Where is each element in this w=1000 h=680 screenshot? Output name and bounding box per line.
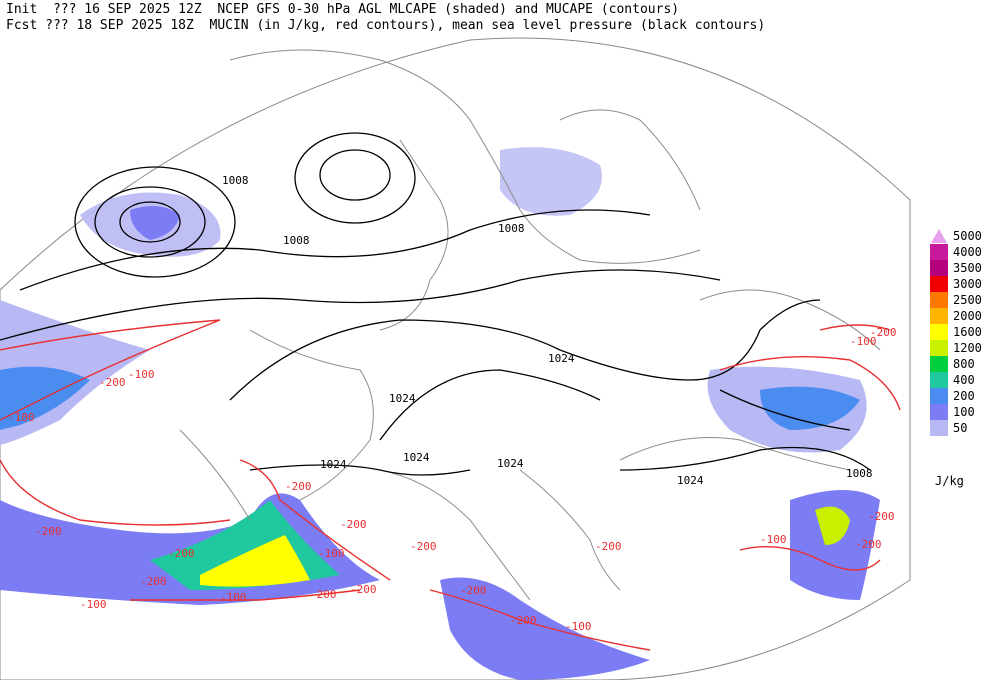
legend-swatch <box>930 308 948 324</box>
isobar-label-group: 1008 1008 1008 1024 1024 1024 1024 1024 … <box>222 174 873 487</box>
legend-row: 200 <box>930 388 1000 404</box>
legend-swatch <box>930 404 948 420</box>
cin-label: -100 <box>318 547 345 560</box>
cin-label: -200 <box>285 480 312 493</box>
legend-unit: J/kg <box>935 474 964 488</box>
cin-label: -100 <box>80 598 107 611</box>
isobar-label: 1024 <box>389 392 416 405</box>
legend-label: 2000 <box>953 309 982 323</box>
cin-label: -100 <box>760 533 787 546</box>
isobar-label: 1024 <box>403 451 430 464</box>
legend-row: 50 <box>930 420 1000 436</box>
cape-area-east-med <box>790 490 880 600</box>
legend-row: 4000 <box>930 244 1000 260</box>
legend-swatch <box>930 244 948 260</box>
legend-swatch <box>930 228 948 244</box>
isobar-label: 1008 <box>222 174 249 187</box>
legend-swatch <box>930 260 948 276</box>
cin-label: -200 <box>868 510 895 523</box>
color-legend: 5000 4000 3500 3000 2500 2000 1600 1200 … <box>930 228 1000 436</box>
header-init-line: Init ??? 16 SEP 2025 12Z NCEP GFS 0-30 h… <box>6 2 680 17</box>
cape-area-central-med <box>440 577 650 680</box>
cin-label-group: -100 -200 -100 -200 -200 -200 -100 -200 … <box>8 326 897 633</box>
cape-area-iceland-core <box>130 206 180 240</box>
cin-label: -200 <box>855 538 882 551</box>
cin-label: -200 <box>410 540 437 553</box>
legend-row: 2000 <box>930 308 1000 324</box>
legend-label: 4000 <box>953 245 982 259</box>
isobar-label: 1008 <box>846 467 873 480</box>
legend-row: 2500 <box>930 292 1000 308</box>
legend-swatch <box>930 324 948 340</box>
legend-label: 5000 <box>953 229 982 243</box>
legend-label: 2500 <box>953 293 982 307</box>
legend-row: 3000 <box>930 276 1000 292</box>
legend-row: 800 <box>930 356 1000 372</box>
legend-label: 400 <box>953 373 975 387</box>
cin-label: -100 <box>8 411 35 424</box>
cin-label: -200 <box>140 575 167 588</box>
isobar-label: 1024 <box>497 457 524 470</box>
cin-contours <box>0 319 901 651</box>
cin-label: -200 <box>99 376 126 389</box>
legend-label: 3000 <box>953 277 982 291</box>
legend-label: 100 <box>953 405 975 419</box>
legend-label: 50 <box>953 421 968 435</box>
legend-swatch <box>930 340 948 356</box>
isobars <box>0 132 871 476</box>
cape-shading <box>0 147 880 680</box>
legend-row: 400 <box>930 372 1000 388</box>
legend-swatch <box>930 388 948 404</box>
cin-label: -100 <box>128 368 155 381</box>
legend-label: 1600 <box>953 325 982 339</box>
legend-label: 200 <box>953 389 975 403</box>
cape-area-east-med-core <box>815 506 850 545</box>
legend-swatch <box>930 372 948 388</box>
cape-area-atlantic-core <box>0 366 90 430</box>
cin-label: -200 <box>168 547 195 560</box>
isobar-label: 1008 <box>283 234 310 247</box>
cin-label: -200 <box>870 326 897 339</box>
cin-label: -200 <box>460 584 487 597</box>
cin-label: -100 <box>220 591 247 604</box>
legend-label: 3500 <box>953 261 982 275</box>
cin-label: -100 <box>850 335 877 348</box>
legend-swatch <box>930 420 948 436</box>
isobar-label: 1024 <box>548 352 575 365</box>
map-header: Init ??? 16 SEP 2025 12Z NCEP GFS 0-30 h… <box>6 2 765 34</box>
header-forecast-line: Fcst ??? 18 SEP 2025 18Z MUCIN (in J/kg,… <box>6 18 766 33</box>
legend-row: 100 <box>930 404 1000 420</box>
cin-label: -200 <box>595 540 622 553</box>
cin-label: -200 <box>310 588 337 601</box>
cin-label: -200 <box>350 583 377 596</box>
cin-label: -200 <box>35 525 62 538</box>
cape-area-iberia-max <box>200 535 310 587</box>
isobar-label: 1024 <box>677 474 704 487</box>
legend-row: 5000 <box>930 228 1000 244</box>
isobar-label: 1008 <box>498 222 525 235</box>
legend-row: 1200 <box>930 340 1000 356</box>
cin-label: -100 <box>565 620 592 633</box>
legend-swatch <box>930 292 948 308</box>
cin-label: -200 <box>510 614 537 627</box>
cape-area-baltic <box>500 147 602 216</box>
cin-label: -200 <box>340 518 367 531</box>
legend-row: 3500 <box>930 260 1000 276</box>
legend-row: 1600 <box>930 324 1000 340</box>
legend-swatch <box>930 356 948 372</box>
legend-label: 1200 <box>953 341 982 355</box>
isobar-label: 1024 <box>320 458 347 471</box>
coastlines <box>179 49 881 601</box>
cape-area-black-sea-core <box>760 386 860 430</box>
legend-label: 800 <box>953 357 975 371</box>
legend-swatch <box>930 276 948 292</box>
